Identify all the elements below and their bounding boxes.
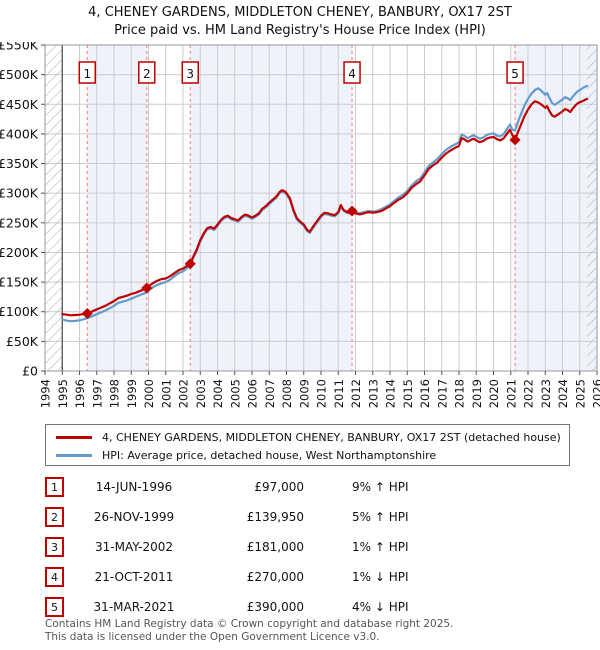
transaction-date: 21-OCT-2011 [94, 570, 174, 584]
transaction-date: 14-JUN-1996 [95, 480, 173, 494]
svg-text:2009: 2009 [297, 379, 311, 408]
svg-text:£250K: £250K [0, 215, 39, 230]
transaction-hpi-diff: 5% ↑ HPI [352, 510, 409, 524]
transaction-hpi-diff: 1% ↓ HPI [352, 570, 409, 584]
transaction-number-badge: 5 [45, 597, 64, 617]
svg-text:4: 4 [348, 67, 356, 81]
svg-text:£400K: £400K [0, 126, 39, 141]
svg-text:2007: 2007 [263, 379, 277, 408]
svg-text:2: 2 [143, 67, 151, 81]
transaction-date: 26-NOV-1999 [93, 510, 175, 524]
svg-text:3: 3 [186, 67, 194, 81]
transaction-hpi-diff: 9% ↑ HPI [352, 480, 409, 494]
transactions-table: 1 14-JUN-1996 £97,000 9% ↑ HPI 2 26-NOV-1999 £… [45, 472, 565, 622]
svg-text:5: 5 [511, 67, 519, 81]
svg-text:2025: 2025 [573, 379, 587, 408]
svg-text:2001: 2001 [159, 379, 173, 408]
svg-text:1997: 1997 [90, 379, 104, 408]
footer-line-2: This data is licensed under the Open Gov… [45, 630, 380, 643]
svg-text:1996: 1996 [73, 379, 87, 408]
page-subtitle: Price paid vs. HM Land Registry's House … [114, 23, 486, 38]
svg-text:£300K: £300K [0, 186, 39, 201]
transaction-date: 31-MAR-2021 [93, 600, 175, 614]
svg-text:2010: 2010 [315, 379, 329, 408]
svg-text:1998: 1998 [108, 379, 122, 408]
legend-item-hpi: HPI: Average price, detached house, West… [46, 446, 569, 464]
transaction-price: £97,000 [254, 480, 304, 494]
svg-text:2000: 2000 [142, 379, 156, 408]
svg-text:£0: £0 [22, 364, 38, 379]
transaction-number-badge: 3 [45, 537, 64, 557]
svg-text:2012: 2012 [349, 379, 363, 408]
transaction-hpi-diff: 1% ↑ HPI [352, 540, 409, 554]
page-title: 4, CHENEY GARDENS, MIDDLETON CHENEY, BAN… [88, 5, 512, 20]
svg-text:2008: 2008 [280, 379, 294, 408]
legend-label-hpi: HPI: Average price, detached house, West… [102, 448, 437, 462]
svg-text:2016: 2016 [418, 379, 432, 408]
svg-text:2002: 2002 [177, 379, 191, 408]
svg-text:2017: 2017 [435, 379, 449, 408]
transaction-price: £390,000 [246, 600, 304, 614]
transaction-row: 3 31-MAY-2002 £181,000 1% ↑ HPI [45, 532, 565, 562]
svg-text:2024: 2024 [556, 379, 570, 408]
svg-text:£500K: £500K [0, 67, 39, 82]
svg-text:2018: 2018 [453, 379, 467, 408]
license-footer: Contains HM Land Registry data © Crown c… [45, 618, 453, 643]
svg-text:2019: 2019 [470, 379, 484, 408]
svg-text:£550K: £550K [0, 42, 39, 53]
svg-text:2023: 2023 [539, 379, 553, 408]
svg-text:1994: 1994 [39, 379, 53, 408]
transaction-price: £181,000 [246, 540, 304, 554]
transaction-number-badge: 2 [45, 507, 64, 527]
svg-text:1999: 1999 [125, 379, 139, 408]
transaction-row: 5 31-MAR-2021 £390,000 4% ↓ HPI [45, 592, 565, 622]
svg-text:2011: 2011 [332, 379, 346, 408]
transaction-row: 4 21-OCT-2011 £270,000 1% ↓ HPI [45, 562, 565, 592]
svg-text:2022: 2022 [522, 379, 536, 408]
price-chart: 1 2 3 4 5 £550K £500K £450K £400K £350K £300K £250K… [0, 42, 600, 408]
svg-text:2003: 2003 [194, 379, 208, 408]
svg-text:£100K: £100K [0, 304, 39, 319]
chart-legend: 4, CHENEY GARDENS, MIDDLETON CHENEY, BAN… [45, 424, 570, 466]
svg-text:2014: 2014 [384, 379, 398, 408]
legend-item-price-paid: 4, CHENEY GARDENS, MIDDLETON CHENEY, BAN… [46, 428, 569, 446]
svg-text:£50K: £50K [6, 334, 39, 349]
svg-text:2004: 2004 [211, 379, 225, 408]
red-line-swatch [56, 435, 92, 439]
legend-label-price-paid: 4, CHENEY GARDENS, MIDDLETON CHENEY, BAN… [102, 430, 561, 444]
svg-text:2021: 2021 [504, 379, 518, 408]
svg-text:£350K: £350K [0, 156, 39, 171]
transaction-date: 31-MAY-2002 [94, 540, 173, 554]
transaction-row: 1 14-JUN-1996 £97,000 9% ↑ HPI [45, 472, 565, 502]
blue-line-swatch [56, 453, 92, 457]
svg-text:2005: 2005 [228, 379, 242, 408]
svg-text:2020: 2020 [487, 379, 501, 408]
svg-text:2015: 2015 [401, 379, 415, 408]
svg-text:2006: 2006 [246, 379, 260, 408]
svg-text:£200K: £200K [0, 245, 39, 260]
svg-text:£150K: £150K [0, 275, 39, 290]
transaction-hpi-diff: 4% ↓ HPI [352, 600, 409, 614]
svg-text:2013: 2013 [366, 379, 380, 408]
svg-text:2026: 2026 [591, 379, 600, 408]
transaction-row: 2 26-NOV-1999 £139,950 5% ↑ HPI [45, 502, 565, 532]
footer-line-1: Contains HM Land Registry data © Crown c… [45, 618, 454, 630]
transaction-number-badge: 1 [45, 477, 64, 497]
transaction-price: £270,000 [246, 570, 304, 584]
transaction-number-badge: 4 [45, 567, 64, 587]
transaction-price: £139,950 [246, 510, 304, 524]
svg-text:1: 1 [83, 67, 91, 81]
svg-text:£450K: £450K [0, 97, 39, 112]
svg-text:1995: 1995 [56, 379, 70, 408]
